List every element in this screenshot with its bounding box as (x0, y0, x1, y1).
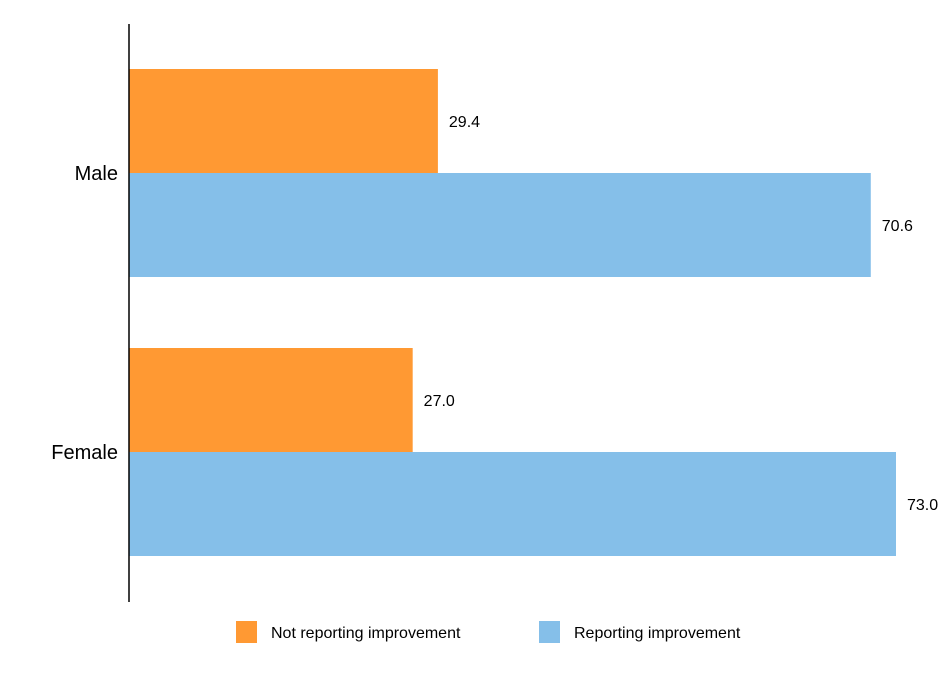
legend: Not reporting improvement Reporting impro… (236, 621, 741, 643)
value-label-female-reporting: 73.0 (907, 497, 938, 514)
legend-swatch-not-reporting (236, 621, 257, 643)
category-label-male: Male (75, 163, 118, 185)
bars-group (129, 69, 896, 556)
value-label-male-reporting: 70.6 (882, 218, 913, 235)
value-label-male-not-reporting: 29.4 (449, 114, 480, 131)
bar-female-reporting (129, 452, 896, 556)
legend-label-not-reporting: Not reporting improvement (271, 625, 461, 642)
value-labels-group: 29.4 70.6 27.0 73.0 (424, 114, 939, 514)
legend-swatch-reporting (539, 621, 560, 643)
bar-male-not-reporting (129, 69, 438, 173)
bar-female-not-reporting (129, 348, 413, 452)
legend-label-reporting: Reporting improvement (574, 625, 741, 642)
bar-male-reporting (129, 173, 871, 277)
category-label-female: Female (51, 442, 118, 464)
category-labels-group: Male Female (51, 163, 118, 464)
value-label-female-not-reporting: 27.0 (424, 393, 455, 410)
